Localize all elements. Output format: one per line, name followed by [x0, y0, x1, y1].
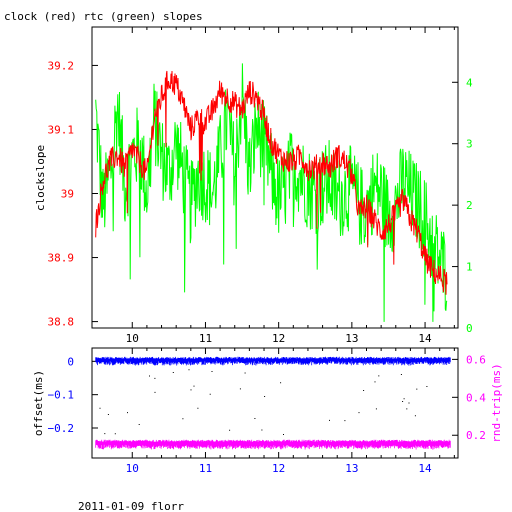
bottom-right-y-tick-label: 0.6: [466, 353, 486, 366]
top-left-y-tick-label: 38.9: [48, 252, 75, 265]
top-x-tick-label: 13: [345, 332, 358, 345]
top-right-y-tick-label: 0: [466, 322, 473, 335]
top-plot-frame: [91, 26, 459, 329]
footer-label: 2011-01-09 florr: [78, 500, 184, 512]
top-x-tick-label: 14: [418, 332, 432, 345]
top-right-y-tick-label: 1: [466, 261, 473, 274]
bottom-left-y-tick-label: 0: [67, 355, 74, 368]
top-left-y-tick-label: 39: [61, 188, 74, 201]
bottom-left-y-axis-label: offset(ms): [32, 370, 45, 436]
bottom-x-tick-label: 11: [199, 462, 212, 475]
bottom-right-y-axis-label: rnd-trip(ms): [490, 363, 503, 442]
bottom-x-tick-label: 10: [126, 462, 139, 475]
rtc-series-line: [95, 63, 448, 322]
offset-series-band: [95, 356, 451, 366]
top-right-y-tick-label: 3: [466, 138, 473, 151]
bottom-x-tick-label: 12: [272, 462, 285, 475]
bottom-plot-frame: [91, 347, 459, 459]
bottom-plot: 10 11 12 13 14 0 −0.1 −0.2 0.6 0.4 0.2: [48, 348, 486, 475]
roundtrip-series-band: [95, 439, 451, 450]
bottom-x-tick-label: 13: [345, 462, 358, 475]
top-left-y-tick-label: 39.1: [48, 123, 75, 136]
bottom-left-y-tick-label: −0.1: [48, 389, 75, 402]
top-right-y-tick-label: 4: [466, 76, 473, 89]
top-y-axis-label: clockslope: [34, 145, 47, 211]
bottom-x-tick-label: 14: [418, 462, 432, 475]
clock-series-line: [95, 70, 448, 295]
top-x-tick-label: 10: [126, 332, 139, 345]
top-x-tick-label: 12: [272, 332, 285, 345]
bottom-right-y-tick-label: 0.2: [466, 429, 486, 442]
bottom-left-y-tick-label: −0.2: [48, 422, 75, 435]
top-right-y-tick-label: 2: [466, 199, 473, 212]
top-left-y-tick-label: 39.2: [48, 59, 75, 72]
top-x-tick-label: 11: [199, 332, 212, 345]
outlier-points: [99, 369, 428, 435]
top-left-y-tick-label: 38.8: [48, 316, 75, 329]
chart-title: clock (red) rtc (green) slopes: [4, 10, 203, 23]
bottom-right-y-tick-label: 0.4: [466, 391, 486, 404]
